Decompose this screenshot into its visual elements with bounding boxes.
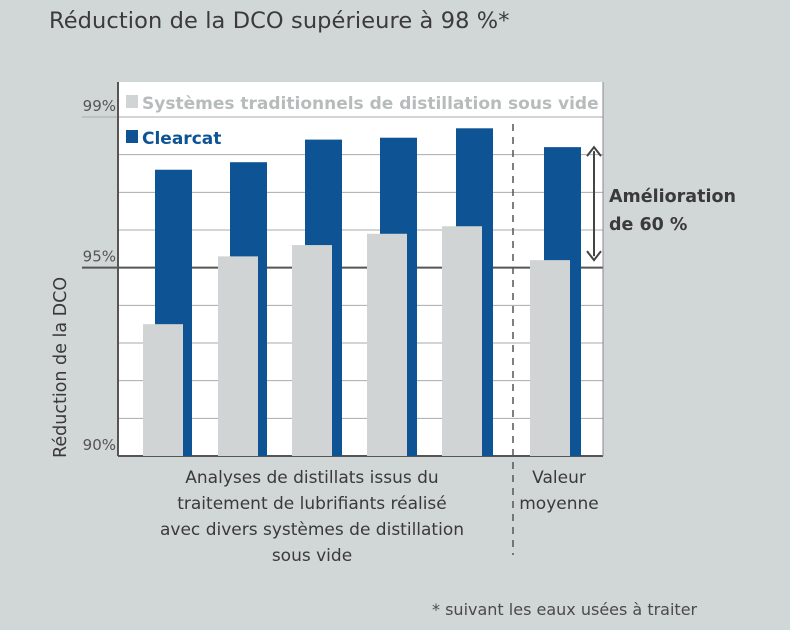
annotation-line-1: Amélioration bbox=[609, 187, 736, 207]
bar-traditional bbox=[292, 245, 332, 456]
x-category-label-analyses: Analyses de distillats issus du bbox=[185, 468, 438, 488]
y-tick-label: 95% bbox=[83, 248, 116, 266]
y-axis-title: Réduction de la DCO bbox=[51, 277, 71, 458]
bar-traditional bbox=[143, 324, 183, 456]
x-category-label-average: moyenne bbox=[519, 494, 599, 514]
legend-label-clearcat: Clearcat bbox=[142, 129, 221, 149]
x-category-label-analyses: traitement de lubrifiants réalisé bbox=[177, 494, 447, 514]
annotation-line-2: de 60 % bbox=[609, 215, 687, 235]
bar-traditional bbox=[218, 256, 258, 456]
improvement-arrow-head-top bbox=[586, 145, 602, 157]
plot-area bbox=[118, 82, 603, 456]
bar-traditional bbox=[530, 260, 570, 456]
y-tick-label: 99% bbox=[83, 97, 116, 115]
y-tick-label: 90% bbox=[83, 436, 116, 454]
improvement-arrow-head-bottom bbox=[586, 250, 602, 262]
bar-traditional bbox=[367, 233, 407, 456]
x-category-label-average: Valeur bbox=[532, 468, 586, 488]
chart-title: Réduction de la DCO supérieure à 98 %* bbox=[49, 8, 510, 34]
x-category-label-analyses: sous vide bbox=[272, 546, 352, 566]
footnote: * suivant les eaux usées à traiter bbox=[432, 600, 698, 619]
x-category-label-analyses: avec divers systèmes de distillation bbox=[160, 520, 464, 540]
legend-swatch-clearcat bbox=[126, 130, 138, 143]
legend-swatch-traditional bbox=[126, 95, 138, 108]
legend-label-traditional: Systèmes traditionnels de distillation s… bbox=[142, 94, 599, 114]
bar-traditional bbox=[442, 226, 482, 456]
